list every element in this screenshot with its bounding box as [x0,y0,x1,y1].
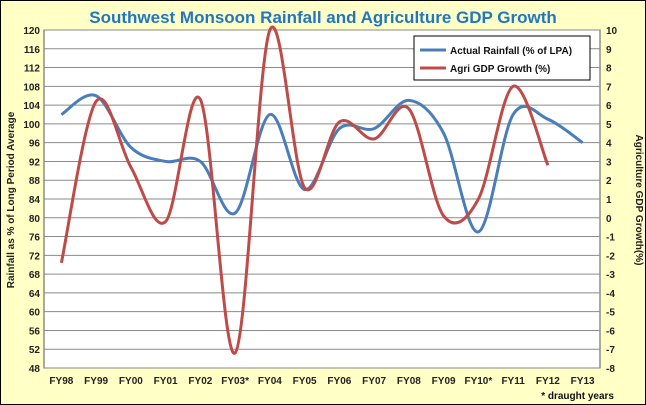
y-tick-label: 56 [29,326,41,337]
x-tick-label: FY05 [293,376,317,387]
rainfall-point [512,113,515,116]
y2-tick-label: 5 [606,120,612,131]
y2-tick-label: 9 [606,45,612,56]
legend-label-agri-gdp: Agri GDP Growth (%) [450,64,550,75]
x-tick-label: FY06 [327,376,351,387]
y-tick-label: 96 [29,139,41,150]
y-tick-label: 84 [29,195,41,206]
y2-tick-label: 4 [606,139,612,150]
y-tick-label: 88 [29,176,41,187]
rainfall-point [60,113,63,116]
agri-gdp-point [199,98,202,101]
legend: Actual Rainfall (% of LPA) Agri GDP Grow… [413,35,591,81]
y-tick-label: 100 [23,120,40,131]
x-tick-label: FY11 [501,376,525,387]
agri-gdp-point [373,137,376,140]
x-tick-label: FY00 [119,376,143,387]
y-tick-label: 116 [24,45,41,56]
y2-tick-label: -4 [606,289,615,300]
x-tick-label: FY10* [464,376,492,387]
x-tick-label: FY99 [84,376,108,387]
x-tick-label: FY08 [397,376,421,387]
agri-gdp-point [512,85,515,88]
agri-gdp-point [234,351,237,354]
agri-gdp-point [442,214,445,217]
y-tick-label: 48 [29,364,41,375]
series-lines [59,25,584,355]
agri-gdp-point [477,198,480,201]
y-tick-label: 60 [29,308,41,319]
agri-gdp-point [407,107,410,110]
agri-gdp-point [268,29,271,32]
drought-note: * draught years [541,391,614,402]
rainfall-point [164,160,167,163]
y2-tick-label: 6 [606,101,612,112]
rainfall-point [95,94,98,97]
y2-tick-label: -8 [606,364,615,375]
y2-tick-label: 3 [606,157,612,168]
y-tick-label: 108 [23,82,40,93]
x-tick-label: FY07 [362,376,386,387]
legend-label-rainfall: Actual Rainfall (% of LPA) [450,46,572,57]
y-tick-label: 72 [29,251,41,262]
agri-gdp-point [164,220,167,223]
series-line-agri-gdp [59,25,550,355]
rainfall-point [581,141,584,144]
y2-tick-label: -3 [606,270,615,281]
rainfall-point [199,160,202,163]
y-tick-label: 52 [29,345,41,356]
y-tick-label: 104 [23,101,40,112]
rainfall-point [407,99,410,102]
y-axis-ticks: 48 52 56 60 64 68 72 76 80 84 88 92 96 100 104 108 112 11… [23,26,40,375]
agri-gdp-point [303,186,306,189]
agri-gdp-point [546,164,549,167]
y2-tick-label: 7 [606,82,612,93]
x-tick-label: FY09 [432,376,456,387]
y-tick-label: 112 [24,64,41,75]
y2-tick-label: 10 [606,26,618,37]
rainfall-point [373,127,376,130]
x-tick-label: FY04 [258,376,282,387]
rainfall-point [442,132,445,135]
y-axis-label: Rainfall as % of Long Period Average [6,111,17,288]
rainfall-point [234,212,237,215]
rainfall-point [477,230,480,233]
agri-gdp-point [95,100,98,103]
y-tick-label: 68 [29,270,41,281]
x-tick-label: FY01 [154,376,178,387]
y-tick-label: 76 [29,233,41,244]
y-tick-label: 80 [29,214,41,225]
y2-tick-label: 8 [606,64,612,75]
y2-axis-label: Agriculture GDP Growth(%) [633,135,644,266]
y2-tick-label: -5 [606,308,615,319]
y2-tick-label: -6 [606,326,615,337]
rainfall-point [129,146,132,149]
y2-tick-label: 0 [606,214,612,225]
legend-box [413,35,591,81]
y2-tick-label: 2 [606,176,612,187]
x-tick-label: FY13 [571,376,595,387]
x-tick-label: FY03* [221,376,249,387]
y2-tick-label: -1 [606,233,615,244]
y-tick-label: 120 [23,26,40,37]
chart-title: Southwest Monsoon Rainfall and Agricultu… [89,8,557,27]
rainfall-point [546,118,549,121]
y-tick-label: 64 [29,289,41,300]
y2-tick-label: 1 [606,195,612,206]
rainfall-point [338,127,341,130]
x-tick-label: FY98 [49,376,73,387]
y2-axis-ticks: -8 -7 -6 -5 -4 -3 -2 -1 0 1 2 3 4 5 6 7 8 9 10 [606,26,618,375]
y2-tick-label: -7 [606,345,615,356]
gridlines [44,29,600,369]
x-tick-label: FY12 [536,376,560,387]
agri-gdp-point [338,121,341,124]
y2-tick-label: -2 [606,251,615,262]
x-tick-label: FY02 [188,376,212,387]
y-tick-label: 92 [29,157,41,168]
agri-gdp-point [129,166,132,169]
agri-gdp-point [60,261,63,264]
x-axis-ticks: FY98 FY99 FY00 FY01 FY02 FY03* FY04 FY05 FY06 FY0… [49,376,595,387]
rainfall-point [268,113,271,116]
